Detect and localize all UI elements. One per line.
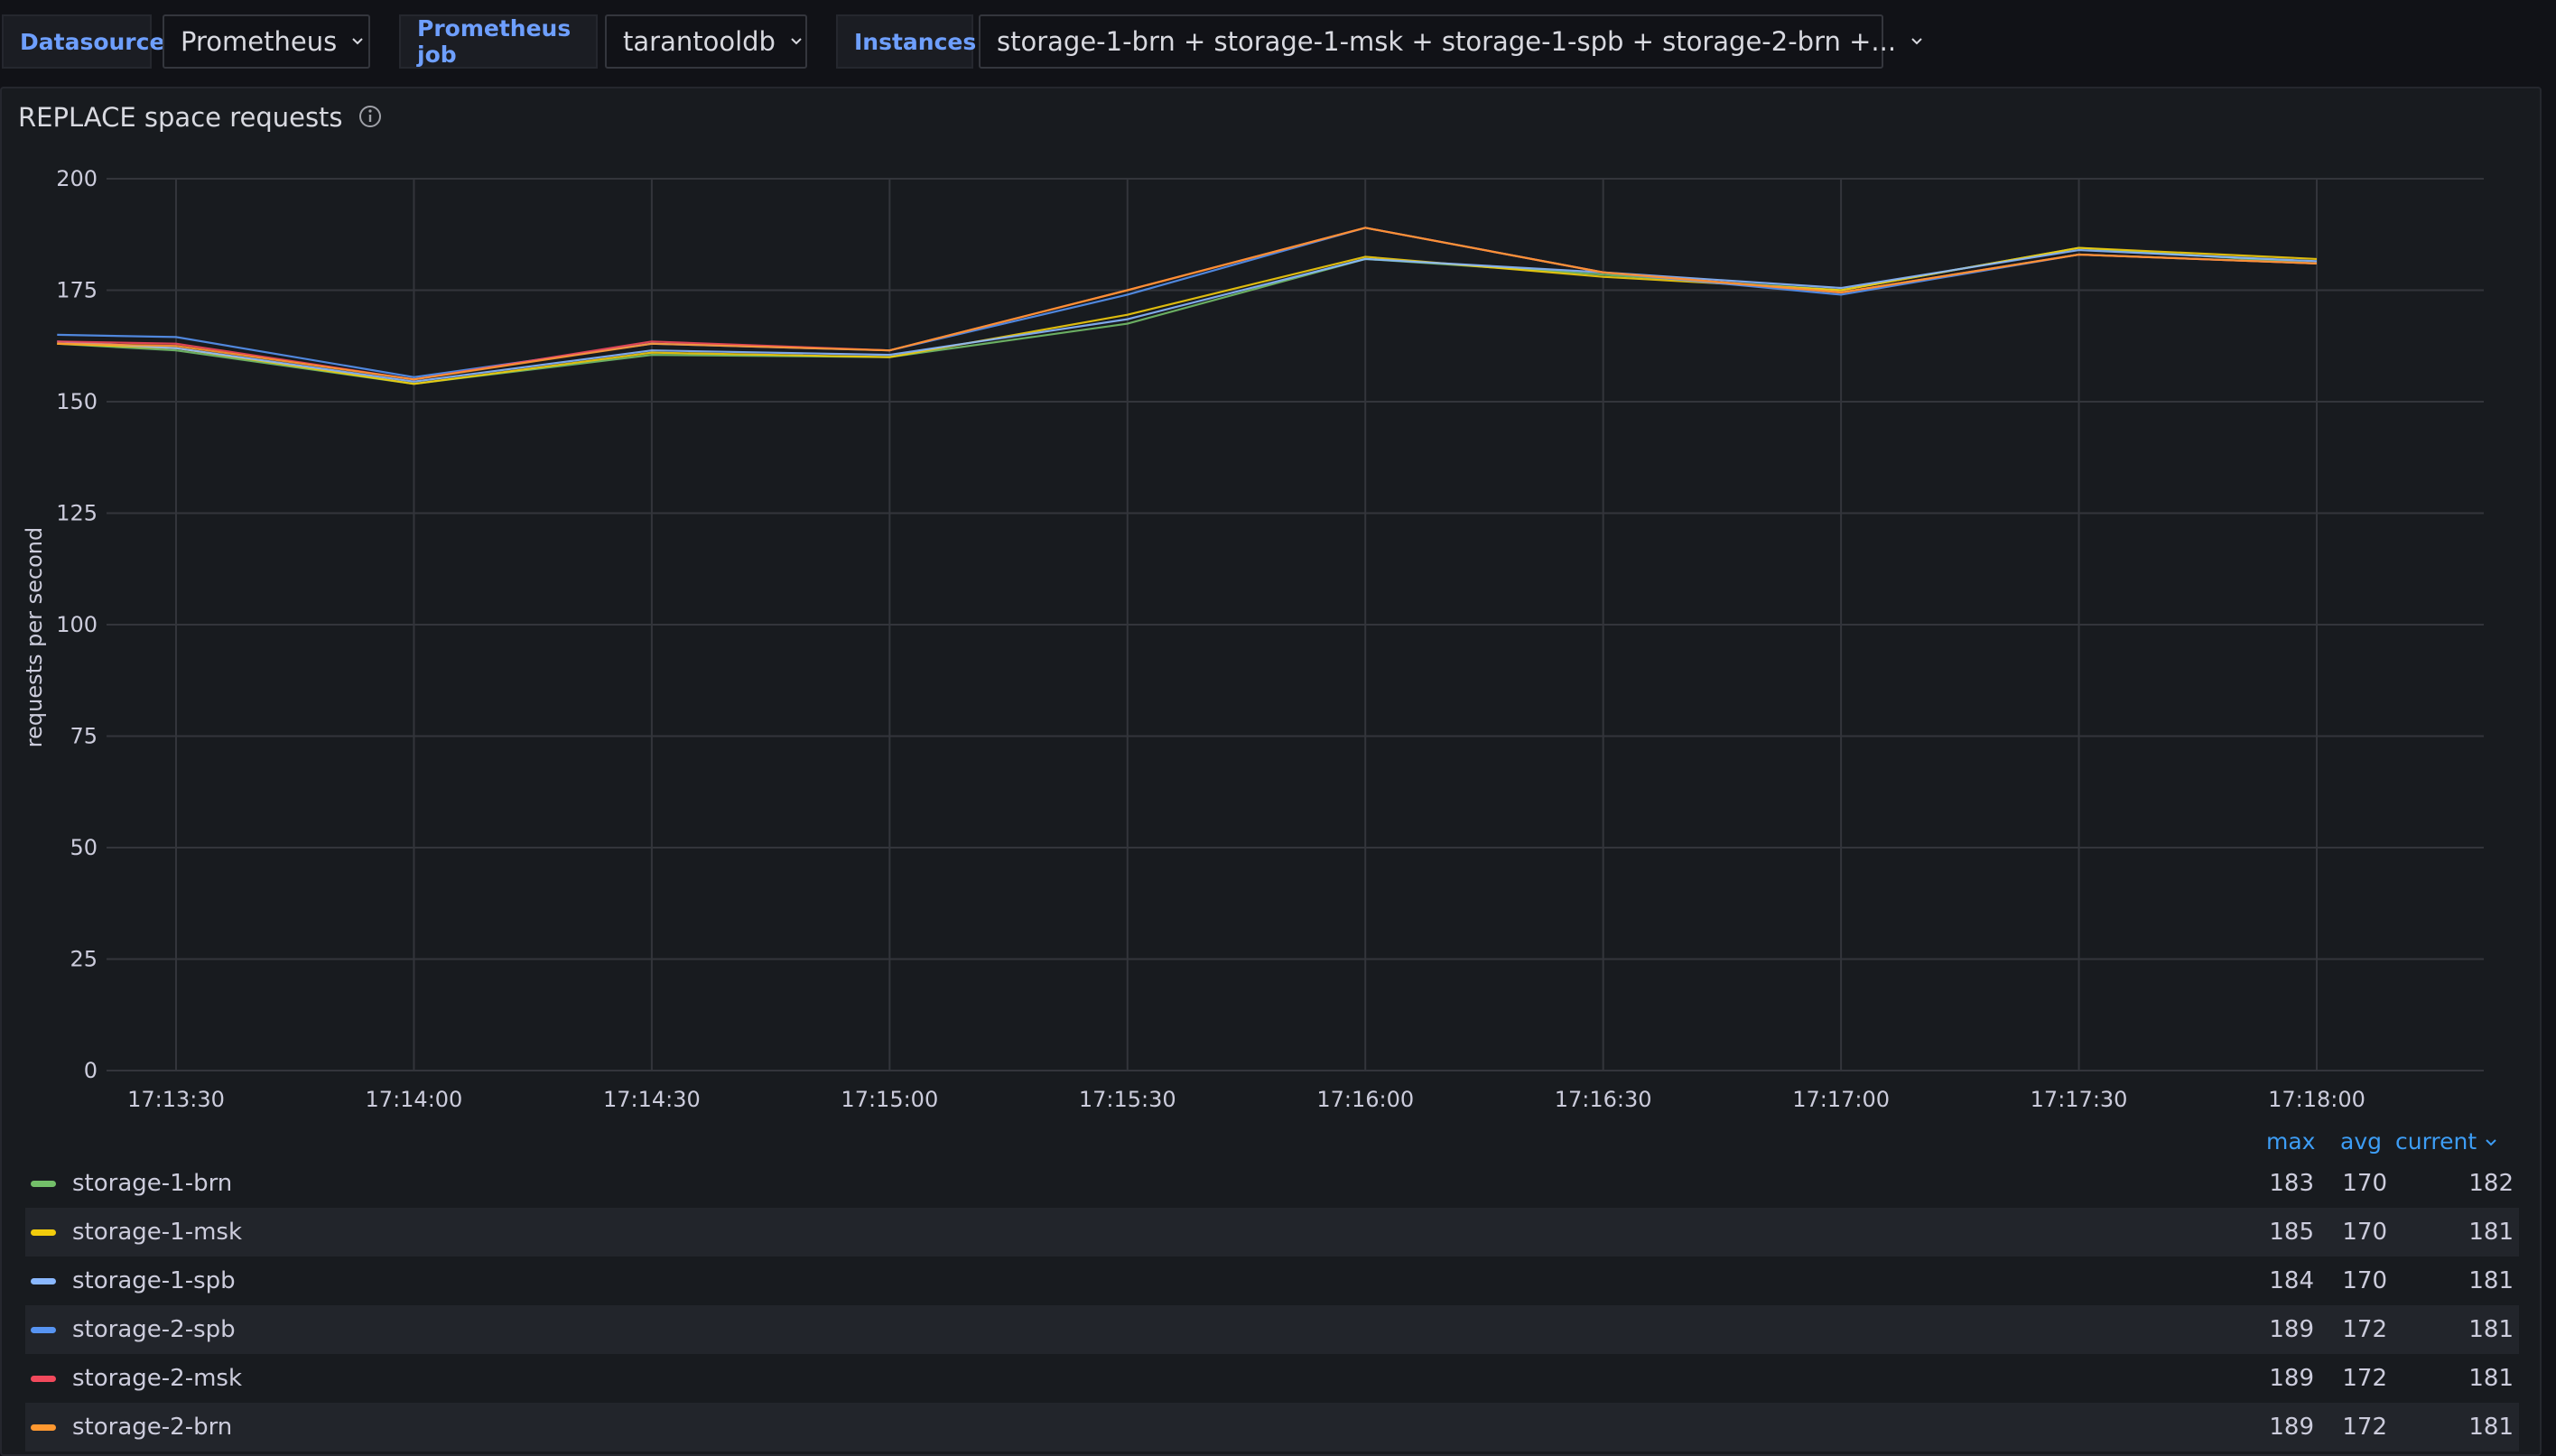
instances-value: storage-1-brn + storage-1-msk + storage-…	[997, 26, 1897, 57]
legend-header-current-label: current	[2395, 1128, 2477, 1155]
chart-series	[57, 227, 2318, 385]
legend-current: 181	[2468, 1267, 2514, 1294]
legend-header-current[interactable]: current	[2395, 1128, 2498, 1155]
legend-series-name: storage-1-brn	[72, 1170, 233, 1197]
legend-max: 189	[2269, 1316, 2314, 1343]
legend-header-max[interactable]: max	[2266, 1128, 2316, 1155]
legend-avg: 170	[2342, 1170, 2387, 1197]
prometheus-job-value: tarantooldb	[623, 26, 776, 57]
legend-series-name: storage-1-msk	[72, 1219, 243, 1246]
x-tick-label: 17:18:00	[2268, 1087, 2365, 1112]
prometheus-job-label: Prometheus job	[399, 14, 598, 69]
x-tick-label: 17:15:30	[1079, 1087, 1176, 1112]
legend-avg: 170	[2342, 1219, 2387, 1246]
y-tick-label: 25	[70, 947, 98, 972]
y-tick-label: 100	[56, 612, 98, 637]
y-tick-label: 125	[56, 501, 98, 526]
legend-avg: 172	[2342, 1316, 2387, 1343]
x-tick-label: 17:15:00	[841, 1087, 938, 1112]
y-axis-ticks: 0 25 50 75 100 125 150 175 200	[56, 166, 98, 1083]
chevron-down-icon	[788, 33, 804, 50]
legend-row[interactable]: storage-2-msk 189 172 181	[25, 1354, 2519, 1403]
legend-row[interactable]: storage-1-spb 184 170 181	[25, 1257, 2519, 1305]
series-color-swatch	[31, 1376, 56, 1382]
legend-avg: 170	[2342, 1267, 2387, 1294]
series-line-storage-1-spb[interactable]	[57, 248, 2318, 383]
prometheus-job-select[interactable]: tarantooldb	[605, 14, 807, 69]
legend-table: storage-1-brn 183 170 182 storage-1-msk …	[25, 1159, 2519, 1451]
y-axis-label: requests per second	[22, 527, 47, 747]
variables-bar: Datasource Prometheus Prometheus job tar…	[0, 0, 2556, 85]
legend-row[interactable]: storage-2-spb 189 172 181	[25, 1305, 2519, 1354]
x-tick-label: 17:14:30	[603, 1087, 701, 1112]
legend-current: 181	[2468, 1219, 2514, 1246]
chart-grid	[107, 178, 2484, 1071]
legend-current: 181	[2468, 1414, 2514, 1441]
y-tick-label: 0	[84, 1058, 98, 1083]
legend-row[interactable]: storage-2-brn 189 172 181	[25, 1403, 2519, 1451]
legend-max: 185	[2269, 1219, 2314, 1246]
instances-label: Instances	[836, 14, 976, 69]
series-color-swatch	[31, 1278, 56, 1284]
legend-header: max avg current	[2, 1128, 2543, 1164]
legend-max: 183	[2269, 1170, 2314, 1197]
y-tick-label: 200	[56, 166, 98, 191]
legend-current: 181	[2468, 1365, 2514, 1392]
series-line-storage-2-brn[interactable]	[57, 227, 2318, 381]
legend-current: 182	[2468, 1170, 2514, 1197]
series-line-storage-1-msk[interactable]	[57, 246, 2318, 385]
x-tick-label: 17:14:00	[366, 1087, 463, 1112]
x-tick-label: 17:13:30	[127, 1087, 225, 1112]
legend-avg: 172	[2342, 1414, 2387, 1441]
datasource-select[interactable]: Prometheus	[163, 14, 370, 69]
legend-avg: 172	[2342, 1365, 2387, 1392]
chevron-down-icon	[1909, 33, 1925, 50]
series-color-swatch	[31, 1229, 56, 1236]
legend-current: 181	[2468, 1316, 2514, 1343]
y-tick-label: 50	[70, 835, 98, 860]
series-color-swatch	[31, 1327, 56, 1333]
series-line-storage-1-brn[interactable]	[57, 246, 2318, 385]
legend-max: 184	[2269, 1267, 2314, 1294]
y-tick-label: 150	[56, 389, 98, 414]
legend-header-avg[interactable]: avg	[2340, 1128, 2382, 1155]
legend-series-name: storage-2-msk	[72, 1365, 243, 1392]
x-tick-label: 17:17:30	[2031, 1087, 2128, 1112]
legend-series-name: storage-2-spb	[72, 1316, 236, 1343]
legend-series-name: storage-1-spb	[72, 1267, 236, 1294]
datasource-label: Datasource	[2, 14, 164, 69]
legend-row[interactable]: storage-1-msk 185 170 181	[25, 1208, 2519, 1257]
sort-desc-icon	[2486, 1139, 2496, 1146]
datasource-value: Prometheus	[181, 26, 338, 57]
panel-title: REPLACE space requests	[18, 102, 343, 133]
legend-row[interactable]: storage-1-brn 183 170 182	[25, 1159, 2519, 1208]
series-color-swatch	[31, 1181, 56, 1187]
info-circle-icon[interactable]	[357, 103, 384, 134]
series-line-storage-2-spb[interactable]	[57, 227, 2318, 378]
legend-max: 189	[2269, 1414, 2314, 1441]
x-tick-label: 17:16:00	[1316, 1087, 1414, 1112]
chevron-down-icon	[349, 33, 366, 50]
instances-select[interactable]: storage-1-brn + storage-1-msk + storage-…	[979, 14, 1922, 69]
legend-series-name: storage-2-brn	[72, 1414, 233, 1441]
series-color-swatch	[31, 1424, 56, 1431]
x-axis-ticks: 17:13:30 17:14:00 17:14:30 17:15:00 17:15:30…	[127, 1087, 2365, 1112]
y-tick-label: 175	[56, 278, 98, 303]
y-tick-label: 75	[70, 724, 98, 749]
legend-max: 189	[2269, 1365, 2314, 1392]
x-tick-label: 17:17:00	[1792, 1087, 1890, 1112]
x-tick-label: 17:16:30	[1555, 1087, 1652, 1112]
